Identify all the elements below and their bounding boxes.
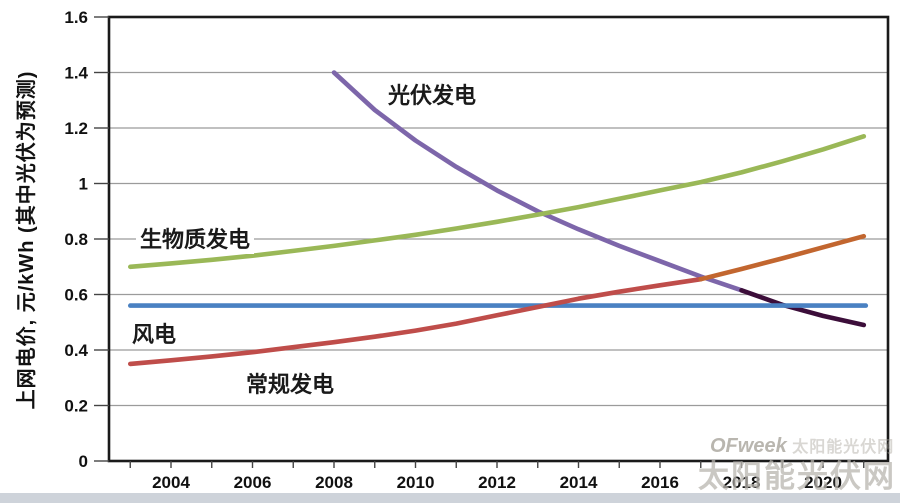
- x-tick-label: 2016: [641, 473, 679, 492]
- biomass-line: [128, 134, 867, 270]
- y-axis-title: 上网电价, 元/kWh (其中光伏为预测): [16, 70, 38, 410]
- x-tick-label: 2014: [560, 473, 598, 492]
- y-tick-label: 1.2: [64, 119, 88, 138]
- pv-forecast-line: [739, 287, 867, 328]
- y-tick-label: 1.4: [64, 64, 88, 83]
- y-tick-label: 0.4: [64, 341, 88, 360]
- wind-line-label: 风电: [132, 322, 177, 347]
- x-tick-label: 2006: [234, 473, 272, 492]
- x-tick-label: 2004: [152, 473, 190, 492]
- pv-line: [331, 70, 744, 293]
- x-tick-label: 2018: [723, 473, 761, 492]
- y-tick-label: 1.6: [64, 8, 88, 27]
- y-tick-label: 0.8: [64, 230, 88, 249]
- x-tick-label: 2010: [397, 473, 435, 492]
- conventional-line-label: 常规发电: [246, 372, 335, 397]
- y-tick-label: 0.6: [64, 286, 88, 305]
- y-tick-label: 0: [79, 452, 88, 471]
- bottom-gray-strip: [0, 493, 900, 503]
- y-tick-label: 1: [79, 175, 88, 194]
- conventional-line: [128, 276, 704, 367]
- pv-line-label: 光伏发电: [388, 83, 477, 108]
- x-tick-label: 2012: [478, 473, 516, 492]
- x-tick-label: 2020: [804, 473, 842, 492]
- conventional-forecast-line: [698, 233, 867, 282]
- y-tick-label: 0.2: [64, 397, 88, 416]
- x-tick-label: 2008: [315, 473, 353, 492]
- biomass-line-label: 生物质发电: [136, 222, 255, 254]
